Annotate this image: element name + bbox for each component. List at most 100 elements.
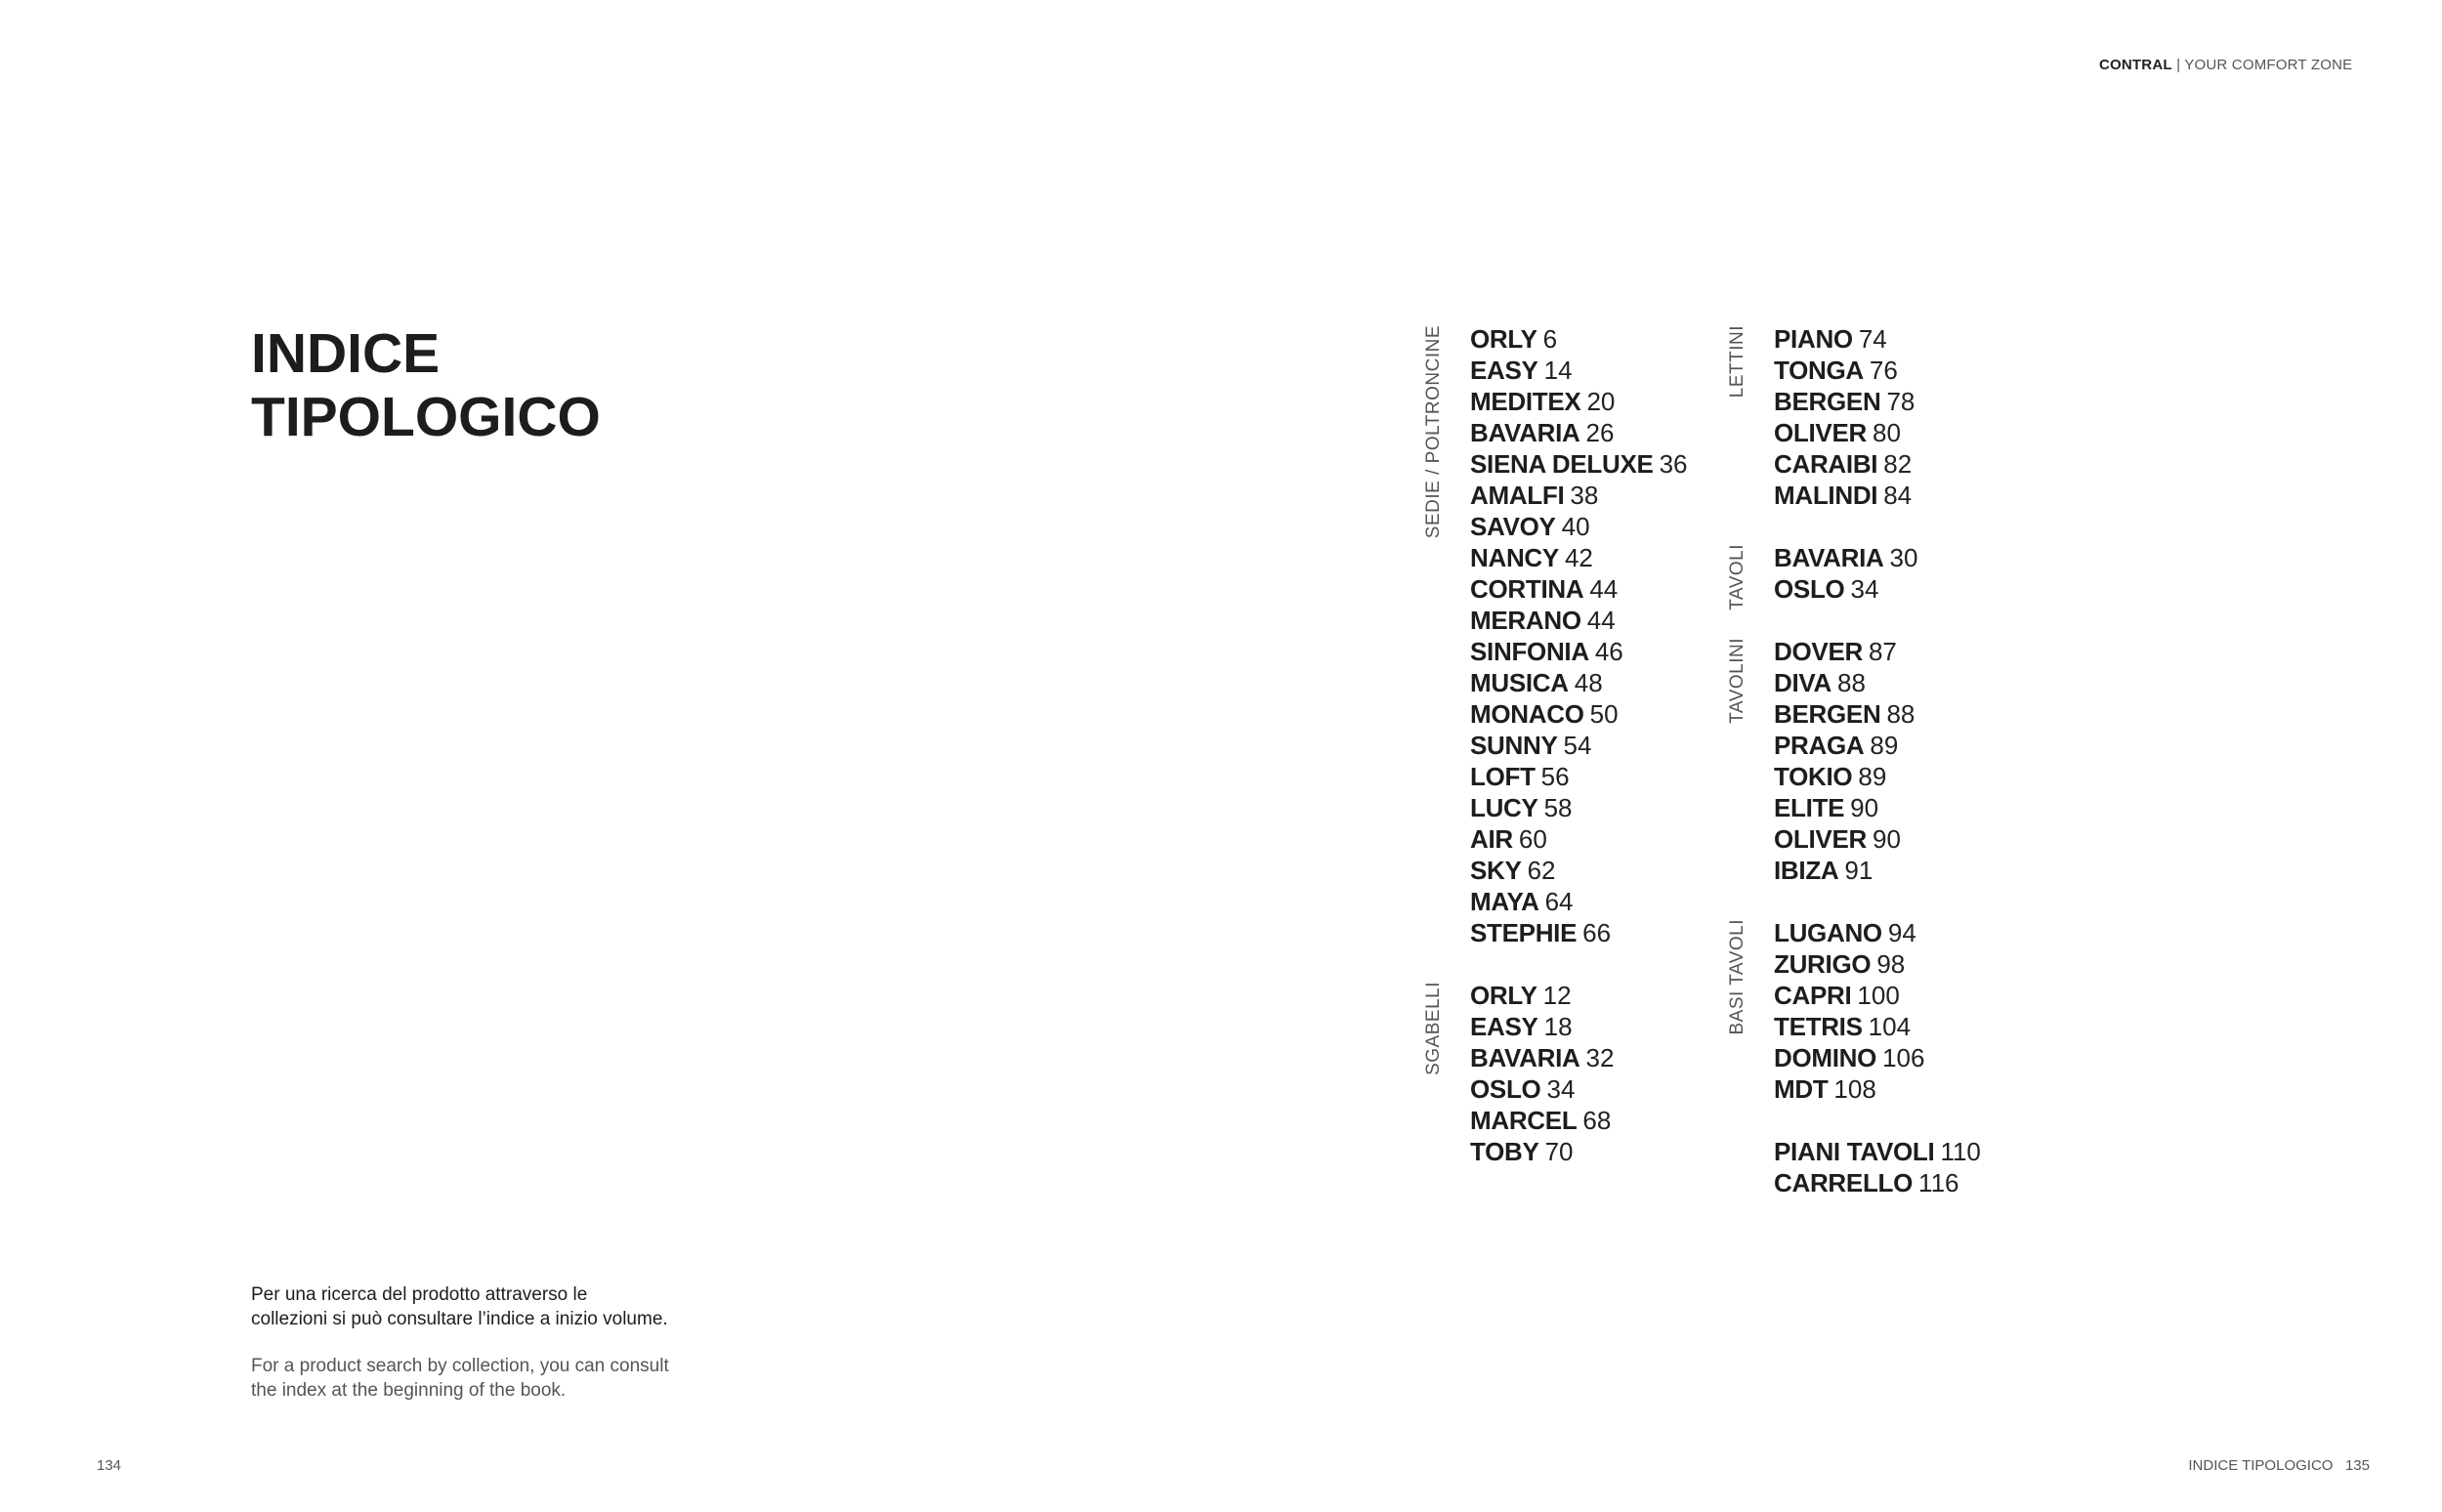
- category-label-box: [1725, 1136, 1774, 1198]
- page-ref: 40: [1561, 512, 1590, 541]
- index-entry: ORLY 12: [1470, 980, 1614, 1011]
- index-entry: LOFT 56: [1470, 761, 1688, 792]
- product-name: CARAIBI: [1774, 449, 1878, 479]
- index-entry: BAVARIA 26: [1470, 417, 1688, 448]
- page-ref: 20: [1586, 387, 1616, 416]
- note-italian: Per una ricerca del prodotto attraverso …: [251, 1282, 668, 1331]
- index-items: DOVER 87 DIVA 88 BERGEN 88 PRAGA 89 TOKIO 89 ELITE…: [1774, 636, 1915, 886]
- index-entry: OSLO 34: [1774, 573, 1917, 605]
- page-ref: 84: [1883, 481, 1913, 510]
- index-group: TAVOLI BAVARIA 30 OSLO 34: [1725, 542, 1981, 610]
- page-ref: 42: [1564, 543, 1593, 572]
- category-label: SEDIE / POLTRONCINE: [1423, 325, 1444, 539]
- page-ref: 78: [1886, 387, 1916, 416]
- brand-tagline: | YOUR COMFORT ZONE: [2176, 57, 2353, 73]
- index-entry: ZURIGO 98: [1774, 948, 1924, 980]
- index-entry: CORTINA 44: [1470, 573, 1688, 605]
- index-entry: ORLY 6: [1470, 323, 1688, 355]
- product-name: ELITE: [1774, 793, 1845, 822]
- category-label-box: SGABELLI: [1421, 980, 1470, 1167]
- index-group: PIANI TAVOLI 110 CARRELLO 116: [1725, 1136, 1981, 1198]
- page-ref: 88: [1837, 668, 1866, 697]
- index-entry: EASY 18: [1470, 1011, 1614, 1042]
- product-name: OSLO: [1774, 574, 1845, 604]
- page-ref: 87: [1868, 637, 1897, 666]
- index-entry: ELITE 90: [1774, 792, 1915, 823]
- index-entry: MERANO 44: [1470, 605, 1688, 636]
- product-name: MARCEL: [1470, 1106, 1578, 1135]
- product-name: PIANO: [1774, 324, 1853, 354]
- category-label: TAVOLINI: [1727, 638, 1747, 724]
- category-label: LETTINI: [1727, 325, 1747, 399]
- page-ref: 66: [1582, 918, 1612, 947]
- product-name: ORLY: [1470, 324, 1537, 354]
- note-it-line-2: collezioni si può consultare l’indice a …: [251, 1309, 668, 1329]
- product-name: BAVARIA: [1774, 543, 1884, 572]
- page-ref: 26: [1585, 418, 1615, 447]
- note-en-line-2: the index at the beginning of the book.: [251, 1380, 567, 1401]
- index-entry: MEDITEX 20: [1470, 386, 1688, 417]
- product-name: MEDITEX: [1470, 387, 1581, 416]
- product-name: EASY: [1470, 356, 1538, 385]
- title-line-2: TIPOLOGICO: [251, 386, 601, 448]
- index-entry: AMALFI 38: [1470, 480, 1688, 511]
- index-items: ORLY 12 EASY 18 BAVARIA 32 OSLO 34 MARCEL 68 TOBY 7…: [1470, 980, 1614, 1167]
- category-label: BASI TAVOLI: [1727, 919, 1747, 1035]
- page-ref: 91: [1844, 856, 1874, 885]
- product-name: BERGEN: [1774, 699, 1881, 729]
- index-entry: CAPRI 100: [1774, 980, 1924, 1011]
- index-entry: SIENA DELUXE 36: [1470, 448, 1688, 480]
- page-ref: 6: [1542, 324, 1558, 354]
- product-name: OLIVER: [1774, 418, 1867, 447]
- category-label-box: TAVOLI: [1725, 542, 1774, 610]
- product-name: CAPRI: [1774, 981, 1852, 1010]
- page-ref: 90: [1850, 793, 1879, 822]
- page-ref: 76: [1869, 356, 1898, 385]
- product-name: TOKIO: [1774, 762, 1853, 791]
- page-ref: 18: [1543, 1012, 1573, 1041]
- product-name: MALINDI: [1774, 481, 1878, 510]
- index-entry: SUNNY 54: [1470, 730, 1688, 761]
- index-entry: DIVA 88: [1774, 667, 1915, 698]
- product-name: TONGA: [1774, 356, 1864, 385]
- page-ref: 32: [1585, 1043, 1615, 1072]
- index-entry: BERGEN 88: [1774, 698, 1915, 730]
- page-ref: 56: [1540, 762, 1570, 791]
- product-name: PIANI TAVOLI: [1774, 1137, 1935, 1166]
- product-name: LOFT: [1470, 762, 1536, 791]
- running-header: CONTRAL | YOUR COMFORT ZONE: [2099, 57, 2352, 73]
- index-entry: TOKIO 89: [1774, 761, 1915, 792]
- product-name: DOMINO: [1774, 1043, 1877, 1072]
- index-entry: IBIZA 91: [1774, 855, 1915, 886]
- index-items: BAVARIA 30 OSLO 34: [1774, 542, 1917, 605]
- product-name: TETRIS: [1774, 1012, 1863, 1041]
- index-entry: MALINDI 84: [1774, 480, 1915, 511]
- page-ref: 70: [1544, 1137, 1574, 1166]
- page-ref: 12: [1542, 981, 1572, 1010]
- index-entry: DOMINO 106: [1774, 1042, 1924, 1073]
- page-ref: 90: [1873, 824, 1901, 854]
- index-entry: CARRELLO 116: [1774, 1167, 1981, 1198]
- product-name: AMALFI: [1470, 481, 1565, 510]
- product-name: DOVER: [1774, 637, 1863, 666]
- category-label: SGABELLI: [1423, 982, 1444, 1075]
- page-ref: 104: [1868, 1012, 1912, 1041]
- page-ref: 68: [1582, 1106, 1612, 1135]
- page-ref: 46: [1594, 637, 1623, 666]
- product-name: MAYA: [1470, 887, 1539, 916]
- product-name: MDT: [1774, 1074, 1829, 1104]
- page-ref: 38: [1570, 481, 1599, 510]
- index-entry: PRAGA 89: [1774, 730, 1915, 761]
- product-name: SIENA DELUXE: [1470, 449, 1654, 479]
- page-ref: 60: [1518, 824, 1547, 854]
- page-number-left: 134: [97, 1457, 122, 1474]
- page-ref: 116: [1918, 1168, 1959, 1197]
- page-ref: 89: [1858, 762, 1887, 791]
- note-english: For a product search by collection, you …: [251, 1354, 669, 1403]
- page-ref: 64: [1544, 887, 1574, 916]
- product-name: CARRELLO: [1774, 1168, 1914, 1197]
- note-it-line-1: Per una ricerca del prodotto attraverso …: [251, 1284, 588, 1305]
- index-entry: BAVARIA 30: [1774, 542, 1917, 573]
- category-label: TAVOLI: [1727, 544, 1747, 610]
- index-entry: LUCY 58: [1470, 792, 1688, 823]
